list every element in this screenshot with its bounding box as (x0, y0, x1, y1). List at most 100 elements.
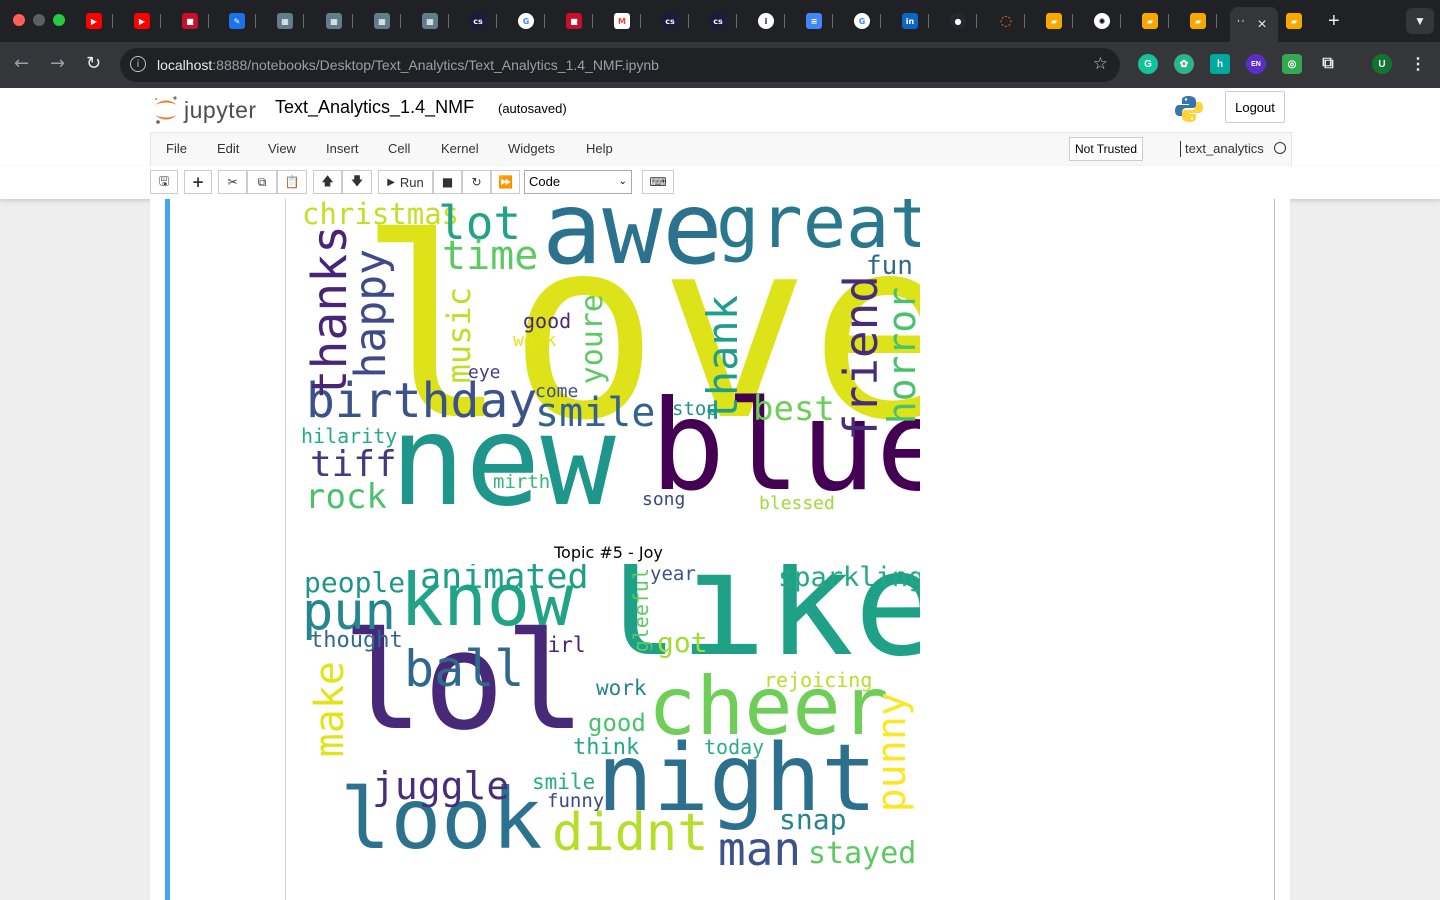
copy-icon[interactable]: ⧉ (247, 170, 277, 194)
language-extension-icon[interactable]: EN (1246, 54, 1266, 74)
browser-tab[interactable]: i (758, 7, 785, 35)
browser-menu-icon[interactable]: ⋮ (1410, 56, 1426, 73)
menu-cell[interactable]: Cell (388, 141, 411, 156)
maximize-window-button[interactable] (53, 14, 65, 26)
browser-tab[interactable]: ▦ (326, 7, 353, 35)
browser-tab[interactable]: ● (950, 7, 977, 35)
output-prompt-separator (285, 199, 286, 900)
browser-tab[interactable]: ▦ (277, 7, 304, 35)
browser-tab[interactable]: cs (662, 7, 689, 35)
browser-tab[interactable]: in (902, 7, 929, 35)
menu-view[interactable]: View (268, 141, 296, 156)
wordcloud-word: cheer (648, 660, 889, 753)
browser-tab[interactable]: ▶ (134, 7, 161, 35)
address-bar[interactable]: i localhost:8888/notebooks/Desktop/Text_… (120, 48, 1120, 82)
keyboard-icon[interactable]: ⌨ (642, 170, 674, 194)
browser-tab[interactable]: cs (710, 7, 737, 35)
python-logo-icon (1174, 94, 1204, 129)
jupyter-icon: ◌ (999, 13, 1013, 29)
kernel-idle-indicator-icon (1274, 142, 1286, 154)
forward-arrow-icon[interactable]: → (50, 53, 66, 74)
active-tab-dots: ˈˈ (1236, 16, 1246, 33)
cut-icon[interactable]: ✂ (218, 170, 247, 194)
minimize-window-button[interactable] (33, 14, 45, 26)
wordcloud-word: sparkling (778, 564, 920, 593)
browser-tab[interactable]: ▰ (1190, 7, 1217, 35)
browser-tab[interactable]: ≡ (806, 7, 833, 35)
kernel-name[interactable]: text_analytics (1180, 141, 1264, 157)
wordcloud-word: hilarity (301, 424, 398, 448)
cell-type-select[interactable]: Code ⌄ (524, 170, 632, 194)
logout-button[interactable]: Logout (1225, 91, 1285, 123)
menu-file[interactable]: File (166, 141, 187, 156)
grid-icon: ▦ (422, 13, 438, 29)
browser-tab[interactable]: cs (470, 7, 497, 35)
browser-tab[interactable]: ■ (182, 7, 209, 35)
new-tab-button[interactable]: + (1328, 10, 1340, 32)
browser-tab[interactable]: ▦ (422, 7, 449, 35)
close-window-button[interactable] (13, 14, 25, 26)
site-info-icon[interactable]: i (130, 56, 146, 72)
browser-tab[interactable]: ✎ (229, 7, 256, 35)
browser-tab[interactable]: ▰ (1142, 7, 1169, 35)
puzzle-icon[interactable]: ⧉ (1322, 55, 1334, 72)
save-icon[interactable]: 🖫 (150, 170, 178, 194)
interrupt-stop-icon[interactable]: ■ (433, 170, 462, 194)
fast-forward-icon[interactable]: ⏩ (491, 170, 520, 194)
notebook-toolbar: 🖫 + ✂ ⧉ 📋 🡅 🡇 ▶ Run ■ ↻ ⏩ Code ⌄ ⌨ (0, 166, 1440, 199)
run-button[interactable]: ▶ Run (378, 170, 433, 194)
wordcloud-word: ball (404, 640, 525, 698)
not-trusted-button[interactable]: Not Trusted (1069, 137, 1144, 161)
menu-help[interactable]: Help (586, 141, 613, 156)
url-path: :8888/notebooks/Desktop/Text_Analytics/T… (212, 57, 659, 73)
bookmark-star-icon[interactable]: ☆ (1092, 54, 1108, 73)
move-up-icon[interactable]: 🡅 (313, 170, 342, 194)
game-extension-icon[interactable]: ◎ (1282, 54, 1302, 74)
google-icon: G (854, 13, 870, 29)
close-tab-icon[interactable]: × (1257, 15, 1267, 33)
wordcloud-word: got (657, 626, 708, 659)
reload-icon[interactable]: ↻ (86, 53, 102, 74)
active-browser-tab[interactable]: ˈˈ × (1230, 7, 1278, 42)
url-text[interactable]: localhost:8888/notebooks/Desktop/Text_An… (157, 57, 659, 73)
wordcloud-word: youre (575, 294, 610, 385)
jupyter-logo-text: jupyter (184, 96, 257, 123)
menu-edit[interactable]: Edit (217, 141, 240, 156)
code-cell[interactable] (170, 199, 1275, 900)
wordcloud-word: come (535, 381, 579, 402)
h-extension-icon[interactable]: h (1210, 54, 1230, 74)
browser-tab[interactable]: M (614, 7, 641, 35)
browser-tab[interactable]: ▰ (1046, 7, 1073, 35)
browser-tab[interactable]: ▰ (1286, 7, 1302, 35)
menubar: File Edit View Insert Cell Kernel Widget… (0, 132, 1440, 167)
profile-avatar[interactable]: U (1372, 54, 1392, 74)
browser-tab[interactable]: G (518, 7, 545, 35)
wordcloud-word: night (597, 724, 877, 832)
notebook-name[interactable]: Text_Analytics_1.4_NMF (275, 97, 475, 117)
add-cell-icon[interactable]: + (184, 170, 212, 194)
tab-search-chevron-icon[interactable]: ▼ (1406, 8, 1434, 34)
browser-tab[interactable]: ◌ (998, 7, 1025, 35)
wordcloud-word: great (716, 199, 920, 264)
restart-icon[interactable]: ↻ (462, 170, 491, 194)
menu-insert[interactable]: Insert (326, 141, 359, 156)
grammarly-icon[interactable]: G (1138, 54, 1158, 74)
browser-tab[interactable]: ▶ (86, 7, 113, 35)
extension-icon[interactable]: ✿ (1174, 54, 1194, 74)
browser-tab[interactable]: ■ (566, 7, 593, 35)
back-arrow-icon[interactable]: ← (14, 53, 30, 74)
wordcloud-word: people (304, 566, 406, 599)
menu-widgets[interactable]: Widgets (508, 141, 555, 156)
paste-icon[interactable]: 📋 (277, 170, 307, 194)
browser-tab[interactable]: ✺ (1094, 7, 1121, 35)
wordcloud-bottom: like lol know cheer night look didnt man ball pun… (300, 564, 920, 874)
move-down-icon[interactable]: 🡇 (342, 170, 372, 194)
browser-tab[interactable]: G (854, 7, 881, 35)
wordcloud-word: christmas (302, 199, 460, 231)
wordcloud-word: birthday (306, 373, 538, 429)
menu-kernel[interactable]: Kernel (441, 141, 479, 156)
wordcloud-word: know (400, 564, 574, 642)
browser-tab[interactable]: ▦ (374, 7, 401, 35)
play-icon: ▶ (387, 176, 395, 188)
jupyter-logo[interactable]: jupyter (152, 94, 257, 126)
